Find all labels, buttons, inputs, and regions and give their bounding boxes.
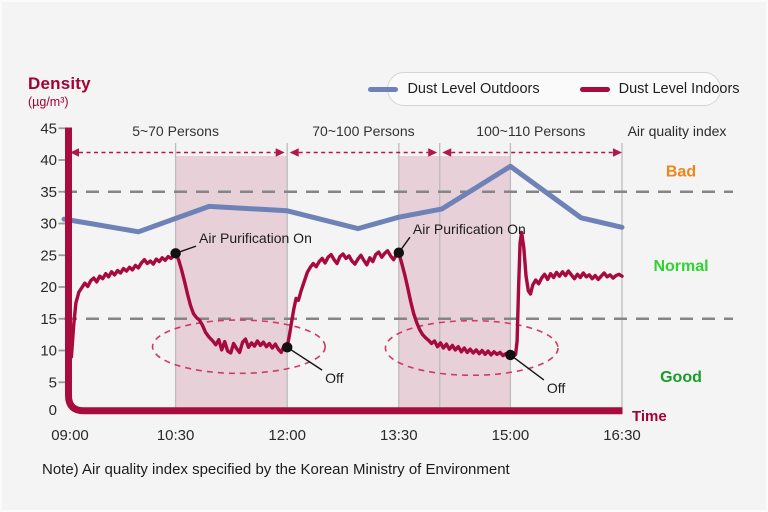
air-quality-index-label: Air quality index xyxy=(627,123,727,139)
annotation-dot xyxy=(505,349,516,361)
indoors-line-swatch xyxy=(579,86,610,92)
series-dust-level-outdoors xyxy=(61,163,625,235)
legend-label-indoors: Dust Level Indoors xyxy=(618,81,740,97)
x-tick-label: 10:30 xyxy=(157,427,195,444)
x-tick-label: 13:30 xyxy=(380,427,418,444)
annotation-label: Air Purification On xyxy=(413,221,526,237)
y-tick-label: 35 xyxy=(40,184,57,201)
y-axis-title-block: Density (µg/m³) xyxy=(28,74,91,109)
legend-item-outdoors: Dust Level Outdoors xyxy=(368,81,540,97)
legend-item-indoors: Dust Level Indoors xyxy=(579,81,740,97)
aqi-zone-label: Normal xyxy=(653,258,708,275)
x-tick-label: 15:00 xyxy=(492,427,530,444)
annotation-leader-line xyxy=(509,354,545,381)
arrow-head-right-icon xyxy=(275,148,285,157)
y-tick-label: 5 xyxy=(49,374,57,391)
purifier-on-shade xyxy=(398,156,511,411)
x-tick-label: 16:30 xyxy=(603,427,641,444)
annotation-dot xyxy=(393,247,404,258)
legend: Dust Level Outdoors Dust Level Indoors xyxy=(368,72,740,106)
aqi-zone-label: Bad xyxy=(666,163,696,180)
arrow-head-right-icon xyxy=(613,148,622,157)
axis-frame xyxy=(65,127,623,415)
note-text: Note) Air quality index specified by the… xyxy=(42,461,510,478)
y-tick-label: 20 xyxy=(40,279,57,296)
annotation-label: Off xyxy=(547,380,566,396)
y-tick-label: 25 xyxy=(40,247,57,264)
y-tick-label: 45 xyxy=(40,120,57,137)
person-period-label: 5~70 Persons xyxy=(132,123,219,139)
annotation-dot xyxy=(282,342,293,353)
outdoors-line-swatch xyxy=(368,86,399,92)
person-period-label: 70~100 Persons xyxy=(312,123,414,139)
low-dust-ellipse xyxy=(151,319,326,375)
low-dust-ellipse xyxy=(384,319,559,377)
person-period-label: 100~110 Persons xyxy=(476,123,585,139)
x-tick-label: 12:00 xyxy=(268,427,306,444)
legend-label-outdoors: Dust Level Outdoors xyxy=(407,81,540,97)
y-tick-label: 15 xyxy=(40,311,57,328)
arrow-head-right-icon xyxy=(428,148,438,157)
arrow-head-left-icon xyxy=(289,148,299,157)
series-dust-level-indoors xyxy=(69,230,624,359)
annotation-label: Air Purification On xyxy=(199,230,312,246)
arrow-head-left-icon xyxy=(70,148,79,157)
x-axis-title: Time xyxy=(632,408,667,425)
aqi-zone-label: Good xyxy=(660,369,702,386)
y-tick-label: 30 xyxy=(40,216,57,233)
y-axis-unit: (µg/m³) xyxy=(28,94,69,109)
y-tick-label: 0 xyxy=(49,402,57,419)
y-axis-title: Density xyxy=(28,74,91,93)
annotation-leader-line xyxy=(286,346,323,371)
arrow-head-left-icon xyxy=(442,148,452,157)
annotation-label: Off xyxy=(325,370,344,386)
x-tick-label: 09:00 xyxy=(51,427,89,444)
y-tick-label: 10 xyxy=(40,343,57,360)
annotation-dot xyxy=(170,248,181,259)
purifier-on-shade xyxy=(175,156,288,411)
y-tick-label: 40 xyxy=(40,152,57,169)
